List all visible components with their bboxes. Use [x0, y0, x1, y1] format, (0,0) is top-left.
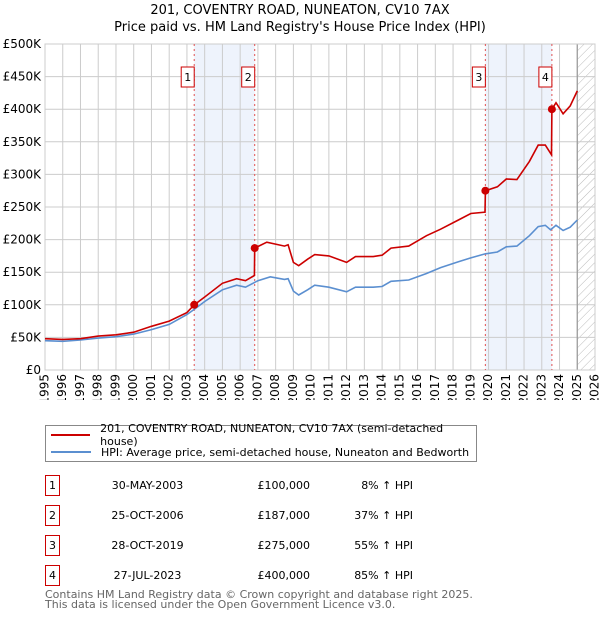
table-row: 4 27-JUL-2023 £400,000 85% ↑ HPI [45, 565, 445, 586]
legend-label-property: 201, COVENTRY ROAD, NUNEATON, CV10 7AX (… [100, 422, 444, 448]
x-tick-label: 2007 [250, 374, 264, 400]
sale-hpi-change: 37% ↑ HPI [354, 509, 413, 522]
x-tick-label: 2014 [375, 374, 389, 400]
x-tick-label: 2004 [197, 374, 211, 400]
y-tick-label: £150K [3, 265, 43, 279]
legend-item-hpi: HPI: Average price, semi-detached house,… [51, 444, 469, 460]
y-tick-label: £350K [3, 135, 43, 149]
footer-line-1: Contains HM Land Registry data © Crown c… [45, 588, 473, 601]
x-tick-label: 2020 [481, 374, 495, 400]
x-tick-label: 2022 [517, 374, 531, 400]
footer-line-2: This data is licensed under the Open Gov… [45, 598, 396, 611]
x-tick-label: 2015 [392, 374, 406, 400]
x-tick-label: 2013 [357, 374, 371, 400]
x-tick-label: 2005 [215, 374, 229, 400]
x-tick-label: 1995 [38, 374, 52, 400]
property-price-line [44, 90, 579, 341]
x-tick-label: 2021 [499, 374, 513, 400]
x-tick-label: 2019 [463, 374, 477, 400]
sale-point [481, 186, 490, 195]
x-tick-label: 2002 [162, 374, 176, 400]
sale-point [250, 244, 259, 253]
x-tick-label: 2000 [126, 374, 140, 400]
sale-date: 28-OCT-2019 [111, 539, 184, 552]
hpi-line [44, 219, 578, 343]
x-tick-label: 2017 [428, 374, 442, 400]
x-tick-label: 1999 [108, 374, 122, 400]
sale-label-box [180, 66, 195, 88]
legend-swatch-property [51, 434, 91, 436]
footer: Contains HM Land Registry data © Crown c… [45, 588, 473, 611]
chart-title: 201, COVENTRY ROAD, NUNEATON, CV10 7AX [150, 3, 450, 18]
sale-price: £275,000 [257, 539, 311, 552]
y-tick-label: £400K [3, 102, 43, 116]
sale-date: 30-MAY-2003 [111, 479, 184, 492]
y-tick-label: £0 [26, 363, 41, 377]
x-tick-label: 2008 [268, 374, 282, 400]
x-tick-label: 2016 [410, 374, 424, 400]
x-tick-label: 1998 [91, 374, 105, 400]
x-tick-label: 2012 [339, 374, 353, 400]
sale-label: 2 [245, 71, 252, 84]
x-tick-label: 2001 [144, 374, 158, 400]
sale-price: £400,000 [257, 569, 311, 582]
sale-price: £187,000 [257, 509, 311, 522]
x-tick-label: 2006 [233, 374, 247, 400]
x-tick-label: 2023 [534, 374, 548, 400]
x-tick-label: 2011 [321, 374, 335, 400]
x-tick-label: 2025 [570, 374, 584, 400]
legend-label-hpi: HPI: Average price, semi-detached house,… [101, 445, 470, 459]
y-tick-label: £100K [3, 298, 43, 312]
table-row: 1 30-MAY-2003 £100,000 8% ↑ HPI [45, 475, 445, 496]
y-tick-label: £500K [3, 37, 43, 51]
legend: 201, COVENTRY ROAD, NUNEATON, CV10 7AX (… [45, 422, 477, 462]
x-tick-label: 2026 [588, 374, 600, 400]
sale-label-box [471, 66, 486, 88]
sale-label-box [241, 66, 256, 88]
y-tick-label: £450K [3, 70, 43, 84]
x-tick-label: 2024 [552, 374, 566, 400]
chart-subtitle: Price paid vs. HM Land Registry's House … [114, 20, 486, 35]
x-tick-label: 2010 [304, 374, 318, 400]
sale-point [547, 105, 556, 114]
sale-date: 27-JUL-2023 [113, 569, 182, 582]
sale-price: £100,000 [257, 479, 311, 492]
legend-swatch-hpi [51, 451, 91, 453]
sale-label: 1 [184, 71, 191, 84]
sale-hpi-change: 55% ↑ HPI [354, 539, 413, 552]
x-tick-label: 2009 [286, 374, 300, 400]
sale-number-badge: 4 [45, 565, 60, 586]
table-row: 2 25-OCT-2006 £187,000 37% ↑ HPI [45, 505, 445, 526]
sale-label-box [538, 66, 553, 88]
y-tick-label: £50K [10, 330, 42, 344]
legend-item-property: 201, COVENTRY ROAD, NUNEATON, CV10 7AX (… [51, 422, 476, 448]
sale-label: 3 [475, 71, 482, 84]
y-tick-label: £200K [3, 233, 43, 247]
y-tick-label: £250K [3, 200, 43, 214]
table-row: 3 28-OCT-2019 £275,000 55% ↑ HPI [45, 535, 445, 556]
x-tick-label: 1996 [55, 374, 69, 400]
sale-point [190, 300, 199, 309]
sale-hpi-change: 8% ↑ HPI [361, 479, 413, 492]
y-tick-label: £300K [3, 167, 43, 181]
sale-date: 25-OCT-2006 [111, 509, 184, 522]
plot-border [44, 43, 596, 371]
x-tick-label: 1997 [73, 374, 87, 400]
sale-label: 4 [542, 71, 549, 84]
sale-number-badge: 3 [45, 535, 60, 556]
price-chart: £0 £50K £100K £150K £200K £250K £300K £350K £400… [3, 37, 600, 400]
sale-number-badge: 1 [45, 475, 60, 496]
sale-hpi-change: 85% ↑ HPI [354, 569, 413, 582]
x-tick-label: 2003 [179, 374, 193, 400]
x-tick-label: 2018 [446, 374, 460, 400]
sale-number-badge: 2 [45, 505, 60, 526]
